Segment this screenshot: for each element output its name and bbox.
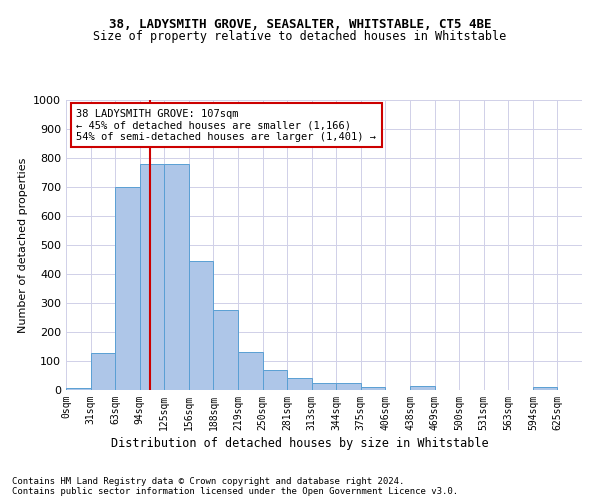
Bar <box>164 164 189 390</box>
Bar <box>287 378 312 390</box>
Bar <box>91 354 115 390</box>
Bar <box>312 383 336 390</box>
Bar <box>533 387 557 390</box>
Text: Distribution of detached houses by size in Whitstable: Distribution of detached houses by size … <box>111 438 489 450</box>
Text: 38 LADYSMITH GROVE: 107sqm
← 45% of detached houses are smaller (1,166)
54% of s: 38 LADYSMITH GROVE: 107sqm ← 45% of deta… <box>76 108 376 142</box>
Bar <box>214 310 238 390</box>
Y-axis label: Number of detached properties: Number of detached properties <box>17 158 28 332</box>
Bar <box>189 261 214 390</box>
Text: Size of property relative to detached houses in Whitstable: Size of property relative to detached ho… <box>94 30 506 43</box>
Bar <box>361 386 385 390</box>
Text: Contains HM Land Registry data © Crown copyright and database right 2024.: Contains HM Land Registry data © Crown c… <box>12 478 404 486</box>
Bar <box>263 370 287 390</box>
Bar <box>66 388 91 390</box>
Text: 38, LADYSMITH GROVE, SEASALTER, WHITSTABLE, CT5 4BE: 38, LADYSMITH GROVE, SEASALTER, WHITSTAB… <box>109 18 491 30</box>
Text: Contains public sector information licensed under the Open Government Licence v3: Contains public sector information licen… <box>12 488 458 496</box>
Bar <box>140 164 164 390</box>
Bar <box>336 383 361 390</box>
Bar <box>115 187 140 390</box>
Bar <box>238 352 263 390</box>
Bar <box>410 386 434 390</box>
